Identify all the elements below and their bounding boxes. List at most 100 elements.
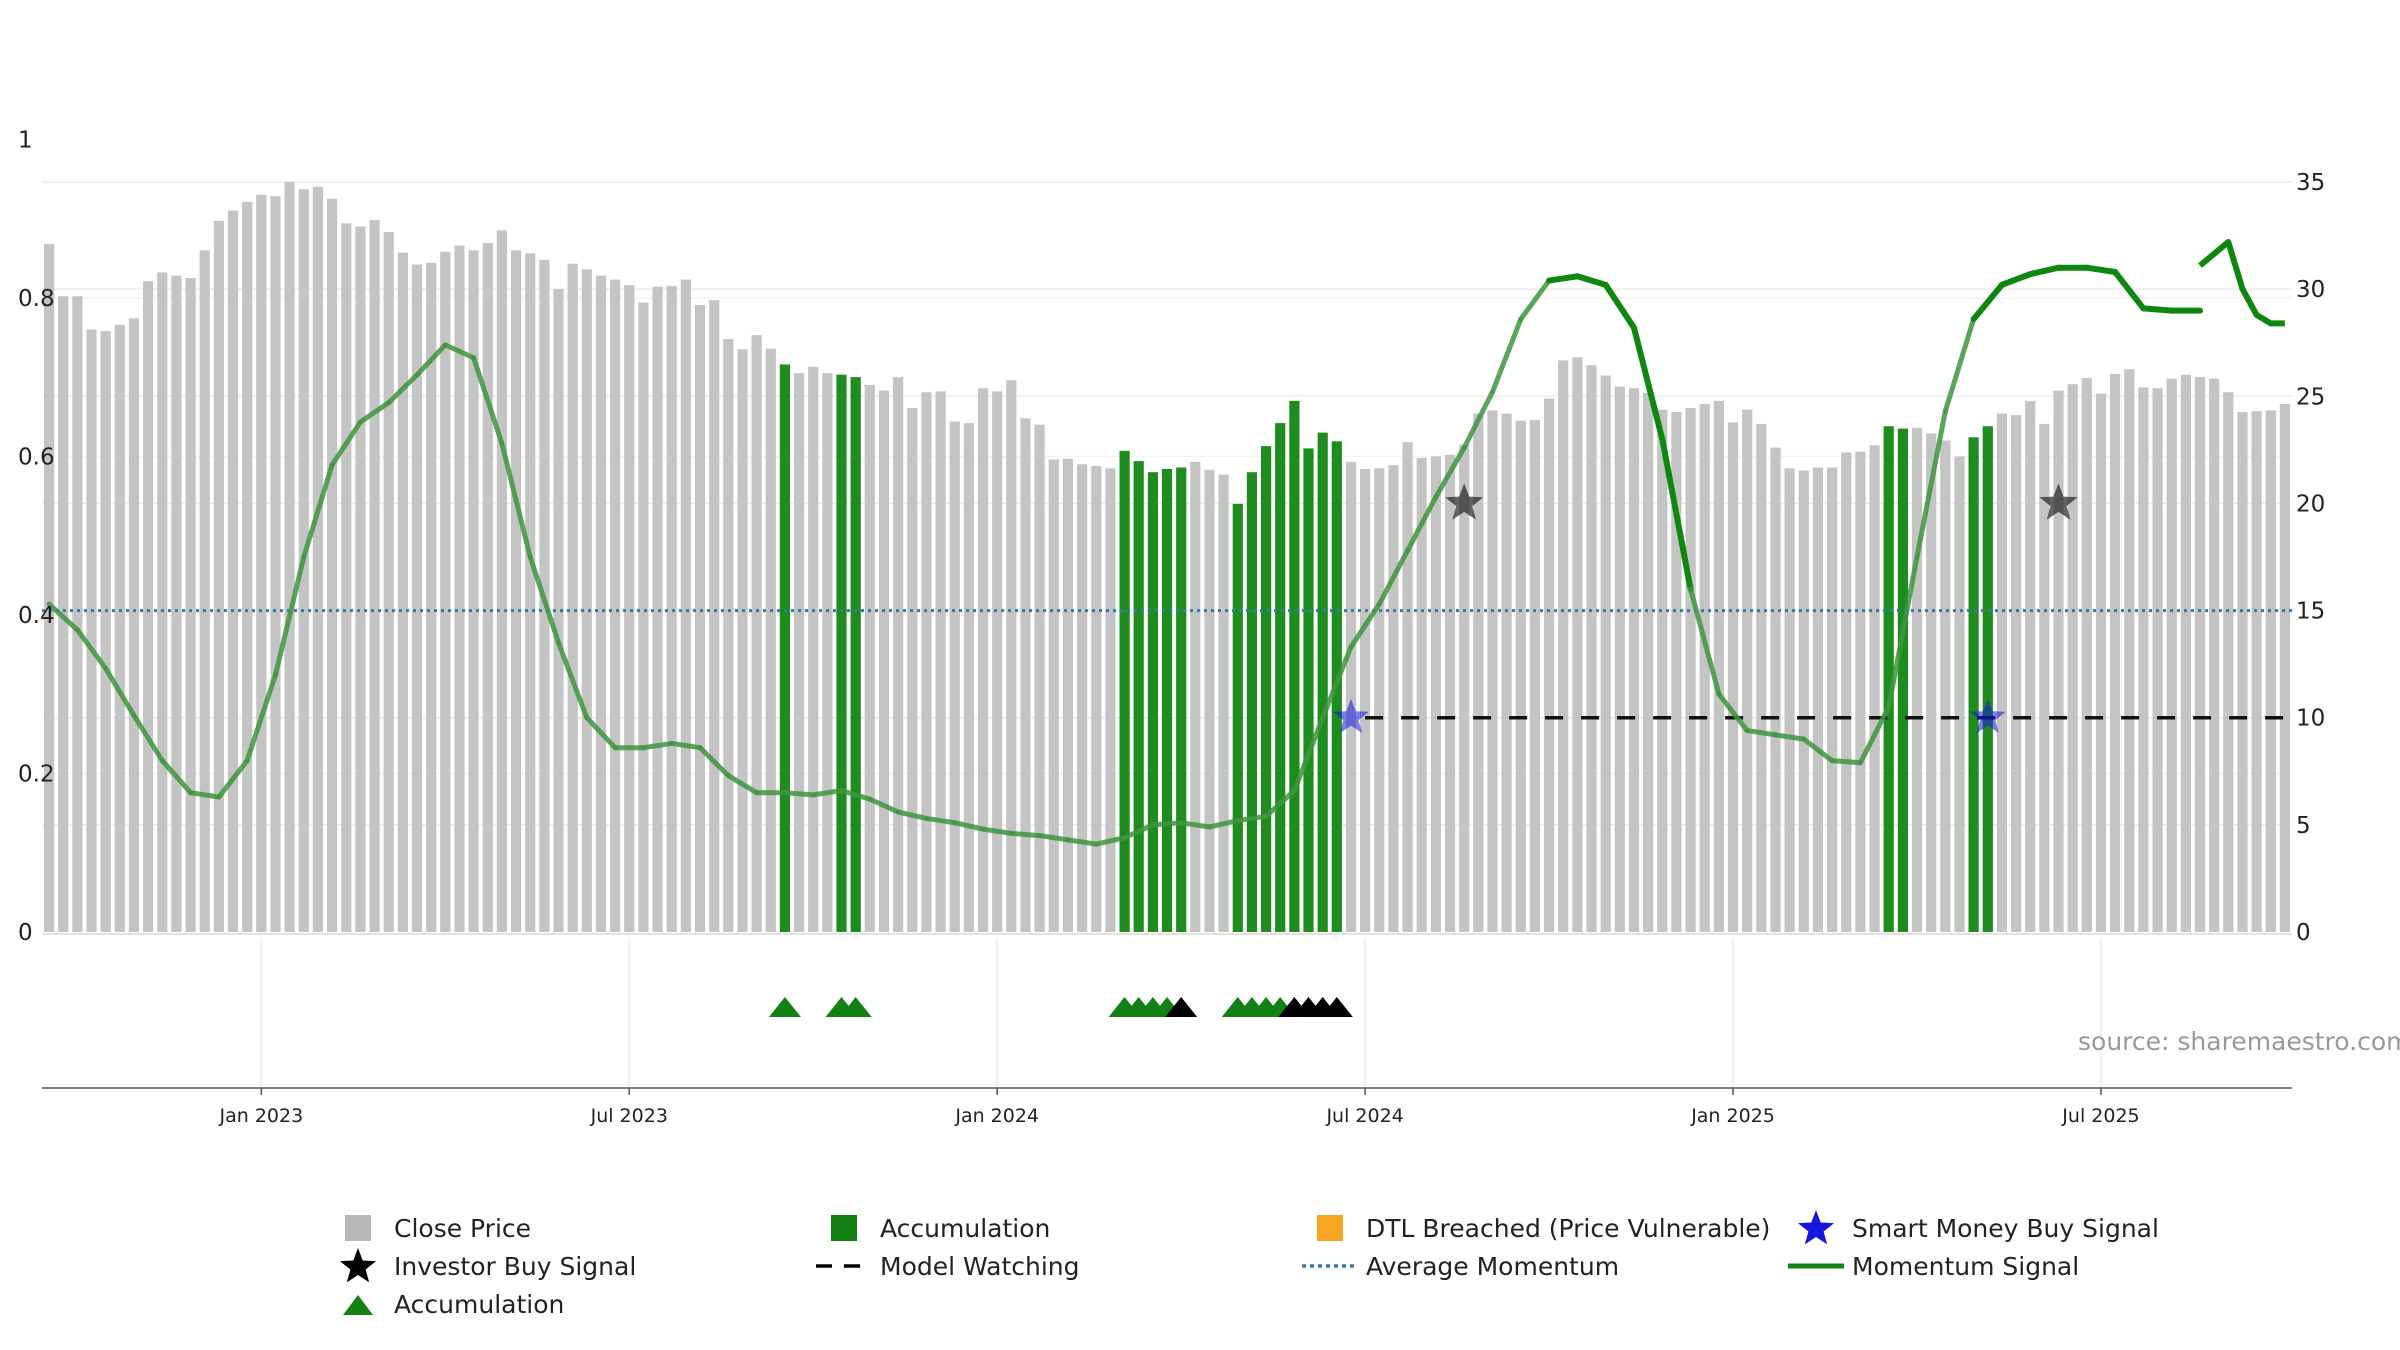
close-price-bar [284,182,295,933]
momentum-segment [1829,758,1863,766]
close-price-bar [171,275,182,933]
legend-label: Average Momentum [1366,1251,1620,1281]
momentum-segment [2027,264,2062,278]
momentum-segment [188,790,222,800]
close-price-bar [808,366,819,932]
close-price-bar [227,210,239,933]
close-price-bar [1812,467,1823,932]
legend-square-icon [330,1210,386,1246]
close-price-bar [1388,465,1399,932]
y-left-tick-label: 0.2 [18,761,55,787]
momentum-segment [1630,324,1666,443]
close-price-bar [213,220,224,932]
x-tick-label: Jan 2025 [1690,1105,1775,1127]
close-price-bar [1558,360,1569,932]
close-price-bar [454,245,465,932]
close-price-bar [1756,423,1767,932]
close-price-bar [1713,400,1724,932]
close-price-bar [680,279,691,933]
legend-square-icon [816,1210,872,1246]
close-price-bar [1699,404,1710,932]
accumulation-bar [1232,503,1243,932]
accumulation-bar [1289,400,1300,932]
close-price-bar [1006,380,1017,932]
close-price-bar [1402,442,1413,932]
close-price-bar [327,198,338,932]
legend-item: Momentum Signal [1788,1248,2079,1284]
close-price-bar [1657,409,1668,933]
legend-dash-icon [816,1248,872,1284]
close-price-bar [44,243,55,932]
accumulation-bar [836,374,847,932]
accumulation-bar [779,364,790,932]
legend-label: Model Watching [880,1251,1080,1281]
x-tick-label: Jul 2023 [590,1105,668,1127]
accumulation-bar [1982,426,1993,932]
close-price-bar [114,324,125,932]
close-price-bar [2251,411,2262,932]
y-right-tick-label: 20 [2296,491,2325,517]
momentum-segment [442,342,477,361]
close-price-bar [1685,408,1696,932]
close-price-bar [553,289,564,933]
legend-square-icon [1302,1210,1358,1246]
accumulation-bar [1133,461,1144,932]
accumulation-bar [850,377,861,933]
accumulation-bar [1147,472,1158,932]
momentum-segment [1602,281,1637,331]
momentum-segment [2198,239,2285,327]
close-price-bar [794,373,805,933]
close-price-bar [440,251,451,933]
close-price-bar [652,286,663,932]
close-price-bar [397,252,408,933]
close-price-bar [2025,400,2036,932]
y-left-tick-label: 0 [18,920,33,946]
close-price-bar [468,250,479,933]
close-price-bar [1062,458,1073,932]
close-price-bar [1911,427,1923,932]
x-tick-label: Jul 2024 [1325,1105,1403,1127]
momentum-segment [1235,813,1269,824]
momentum-segment [1886,554,1920,710]
close-price-bar [1091,465,1102,932]
close-price-bar [1473,413,1484,933]
accumulation-bar [1303,448,1314,932]
momentum-segment [1320,644,1354,721]
legend-item: Average Momentum [1302,1248,1619,1284]
close-price-bar [1996,413,2007,933]
accumulation-bar [1317,432,1328,932]
close-price-bar [2194,377,2206,933]
accumulation-bar [1261,446,1272,932]
close-price-bar [270,196,281,933]
accumulation-triangle-icon [839,997,872,1017]
close-price-bar [482,243,493,933]
y-right-tick-label: 15 [2296,599,2325,625]
accumulation-bar [1161,469,1173,932]
close-price-bar [2067,384,2078,932]
close-price-bar [1374,468,1385,932]
momentum-segment [471,355,505,446]
close-price-bar [893,377,904,933]
close-price-bar [1784,468,1795,932]
momentum-segment [1376,548,1411,607]
legend: Close Price Accumulation DTL Breached (Pri… [330,1210,2230,1330]
close-price-bar [312,186,323,933]
legend-label: Momentum Signal [1852,1251,2080,1281]
momentum-segment [1037,833,1071,843]
close-price-bar [256,194,267,933]
close-price-bar [1204,469,1215,932]
accumulation-bar [1275,423,1286,932]
close-price-bar [694,305,706,932]
momentum-segment [1433,445,1467,500]
momentum-segment [159,758,194,796]
momentum-segment [1178,820,1212,830]
y-right-tick-label: 5 [2296,813,2311,839]
momentum-segment [527,554,562,646]
close-price-bar [2180,374,2191,932]
close-price-bar [595,275,607,933]
x-tick-label: Jul 2025 [2061,1105,2139,1127]
close-price-bar [1954,456,1965,932]
momentum-segment [923,815,958,826]
